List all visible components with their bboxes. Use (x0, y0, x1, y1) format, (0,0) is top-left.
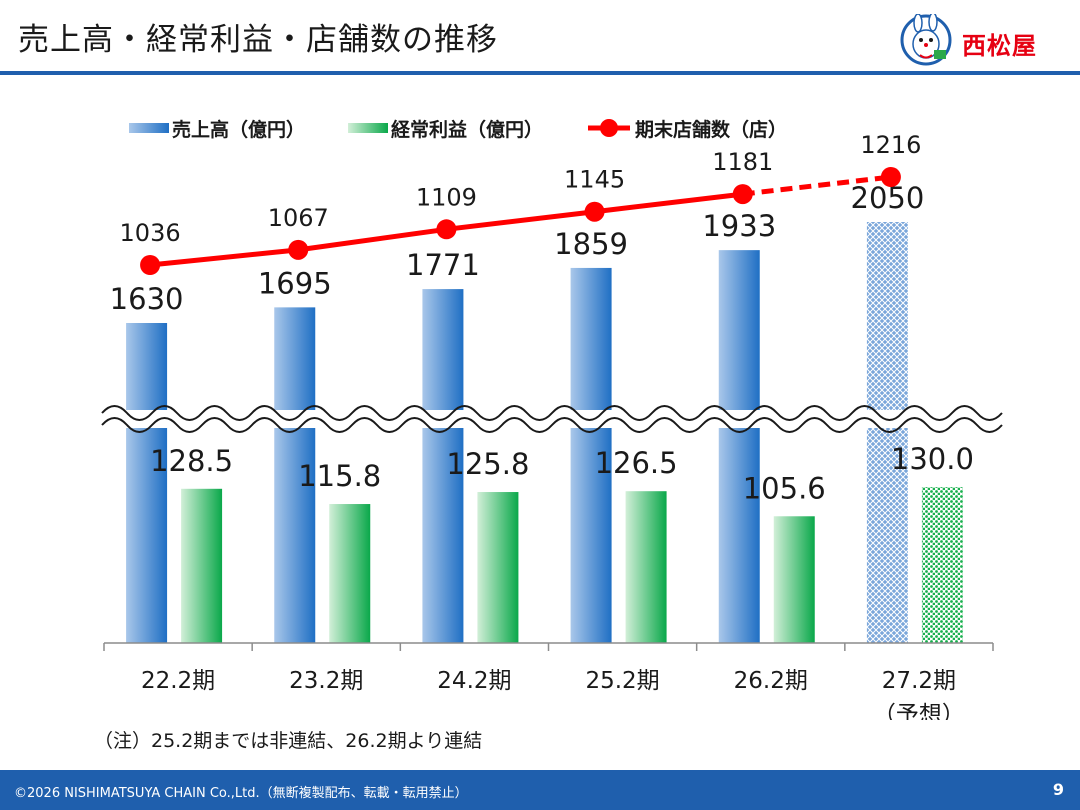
x-tick-label: 25.2期 (585, 668, 659, 694)
profit-data-label: 130.0 (891, 442, 974, 476)
store-marker (732, 184, 753, 205)
profit-data-label: 126.5 (595, 446, 678, 480)
store-marker (288, 239, 309, 260)
sales-bar (422, 289, 464, 643)
chart-legend: 売上高（億円） 経常利益（億円） 期末店舗数（店） (129, 118, 787, 141)
copyright-text: ©2026 NISHIMATSUYA CHAIN Co.,Ltd.（無断複製配布… (14, 786, 468, 801)
legend-marker (600, 119, 618, 137)
store-line-segment (297, 226, 447, 253)
profit-data-label: 105.6 (743, 471, 826, 505)
profit-bar (329, 504, 371, 643)
sales-data-label: 1933 (702, 209, 776, 243)
bar-layer: 1630 128.5 1695 115.8 1771 125.8 1859 126.5 1933… (110, 181, 974, 643)
store-line-segment (594, 191, 744, 215)
axis-break-band (100, 410, 996, 428)
sales-profit-stores-chart: 売上高（億円） 経常利益（億円） 期末店舗数（店） 1630 128.5 1695 115… (100, 118, 1003, 720)
axis-break (100, 405, 1003, 433)
page-number: 9 (1052, 780, 1064, 799)
legend-swatch-0 (129, 123, 169, 133)
sales-data-label: 2050 (851, 181, 925, 215)
store-data-label: 1181 (712, 148, 773, 176)
x-tick-label: 24.2期 (437, 668, 511, 694)
profit-bar (921, 487, 963, 643)
store-line-forecast-segment (742, 174, 892, 197)
footnote: （注）25.2期までは非連結、26.2期より連結 (94, 730, 483, 752)
store-data-label: 1067 (268, 204, 329, 232)
store-data-label: 1216 (860, 131, 921, 159)
x-tick-label: 27.2期 (882, 668, 956, 694)
x-tick-label: 23.2期 (289, 668, 363, 694)
mascot-logo-icon (900, 12, 952, 66)
title-divider (0, 71, 1080, 75)
x-tick-label: 26.2期 (734, 668, 808, 694)
x-tick-label: （予想） (873, 702, 965, 720)
sales-bar (126, 323, 168, 643)
brand-name: 西松屋 (962, 32, 1037, 60)
legend-swatch-1 (348, 123, 388, 133)
sales-data-label: 1630 (110, 282, 184, 316)
company-logo: 西松屋 (900, 12, 1060, 66)
store-data-label: 1109 (416, 183, 477, 211)
legend-label-2: 期末店舗数（店） (635, 118, 787, 141)
legend-label-1: 経常利益（億円） (391, 118, 543, 141)
store-line-segment (149, 247, 299, 268)
profit-data-label: 128.5 (150, 444, 233, 478)
store-data-label: 1036 (120, 219, 181, 247)
sales-bar (718, 250, 760, 643)
sales-data-label: 1695 (258, 266, 332, 300)
axis-break-wave-top (101, 405, 1003, 421)
store-marker (584, 201, 605, 222)
store-data-label: 1145 (564, 166, 625, 194)
sales-bar (570, 267, 612, 643)
profit-bar (773, 516, 815, 643)
profit-data-label: 125.8 (446, 447, 529, 481)
profit-bar (625, 491, 667, 643)
x-tick-label: 22.2期 (141, 668, 215, 694)
sales-bar (274, 307, 316, 643)
axis-break-wave-bottom (101, 417, 1003, 433)
store-marker (140, 255, 161, 275)
profit-bar (181, 488, 223, 643)
footer-bar: ©2026 NISHIMATSUYA CHAIN Co.,Ltd.（無断複製配布… (0, 770, 1080, 810)
page-title: 売上高・経常利益・店舗数の推移 (18, 22, 498, 58)
sales-data-label: 1859 (554, 227, 628, 261)
x-axis: 22.2期 23.2期 24.2期 25.2期 26.2期 27.2期 （予想） (103, 642, 994, 720)
store-count-line-layer: 1036 1067 1109 1145 1181 1216 (120, 131, 921, 275)
legend-label-0: 売上高（億円） (172, 118, 305, 141)
profit-data-label: 115.8 (298, 459, 381, 493)
store-marker (436, 219, 457, 240)
sales-data-label: 1771 (406, 248, 480, 282)
store-marker (880, 167, 901, 187)
profit-bar (477, 492, 519, 643)
store-line-segment (446, 209, 595, 232)
